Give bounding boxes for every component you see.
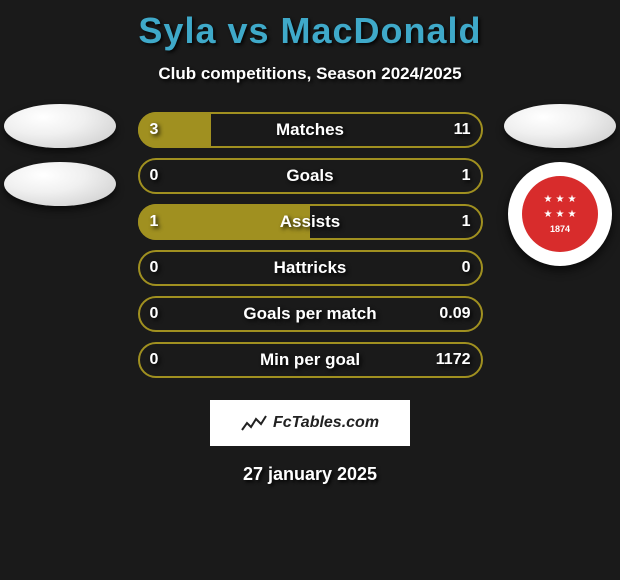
comparison-bars: 3Matches110Goals11Assists10Hattricks00Go…	[138, 112, 483, 378]
player-right-avatar-placeholder	[504, 104, 616, 148]
stat-row: 0 Min per goal 1172	[138, 342, 483, 378]
club-left-crest-placeholder	[4, 162, 116, 206]
brand-text: FcTables.com	[273, 414, 379, 432]
stat-row: 0 Goals per match 0.09	[138, 296, 483, 332]
page-title: Syla vs MacDonald	[138, 10, 481, 52]
star-icon: ★	[556, 194, 565, 205]
stat-value-right: 0	[462, 259, 471, 277]
root: Syla vs MacDonald Club competitions, Sea…	[0, 0, 620, 485]
brand-chart-icon	[241, 414, 267, 432]
stat-value-left: 1	[150, 213, 159, 231]
star-icon: ★	[544, 209, 553, 220]
stat-value-right: 11	[454, 121, 471, 139]
star-icon: ★	[567, 194, 576, 205]
player-left-column	[0, 104, 120, 206]
stat-value-left: 0	[150, 305, 159, 323]
stat-row: 1 Assists 1	[138, 204, 483, 240]
stat-value-left: 0	[150, 167, 159, 185]
stat-label: Goals	[286, 166, 333, 186]
stat-row: 0 Goals 1	[138, 158, 483, 194]
stat-value-left: 3	[150, 121, 159, 139]
star-icon: ★	[556, 209, 565, 220]
stat-label: Hattricks	[274, 258, 347, 278]
stat-label: Min per goal	[260, 350, 360, 370]
player-right-column: ★ ★ ★ ★ ★ ★ 1874	[500, 104, 620, 266]
crest-stars: ★ ★ ★	[544, 209, 577, 220]
player-left-avatar-placeholder	[4, 104, 116, 148]
stat-row: 0 Hattricks 0	[138, 250, 483, 286]
stat-label: Goals per match	[243, 304, 376, 324]
club-right-crest: ★ ★ ★ ★ ★ ★ 1874	[508, 162, 612, 266]
star-icon: ★	[567, 209, 576, 220]
crest-inner: ★ ★ ★ ★ ★ ★ 1874	[522, 176, 598, 252]
stat-label: Assists	[280, 212, 340, 232]
comparison-subtitle: Club competitions, Season 2024/2025	[158, 64, 461, 84]
stat-label: Matches	[276, 120, 344, 140]
brand-box: FcTables.com	[210, 400, 410, 446]
stat-value-left: 0	[150, 351, 159, 369]
crest-ring: ★ ★ ★ ★ ★ ★ 1874	[508, 162, 612, 266]
comparison-date: 27 january 2025	[243, 464, 377, 485]
stats-area: ★ ★ ★ ★ ★ ★ 1874 3Matches110Goals11Assis…	[0, 112, 620, 378]
crest-year: 1874	[550, 224, 570, 234]
stat-value-right: 1	[462, 213, 471, 231]
stat-value-right: 1172	[436, 351, 471, 369]
stat-value-left: 0	[150, 259, 159, 277]
crest-stars: ★ ★ ★	[544, 194, 577, 205]
star-icon: ★	[544, 194, 553, 205]
stat-value-right: 0.09	[439, 305, 470, 323]
stat-value-right: 1	[462, 167, 471, 185]
stat-row: 3 Matches 11	[138, 112, 483, 148]
